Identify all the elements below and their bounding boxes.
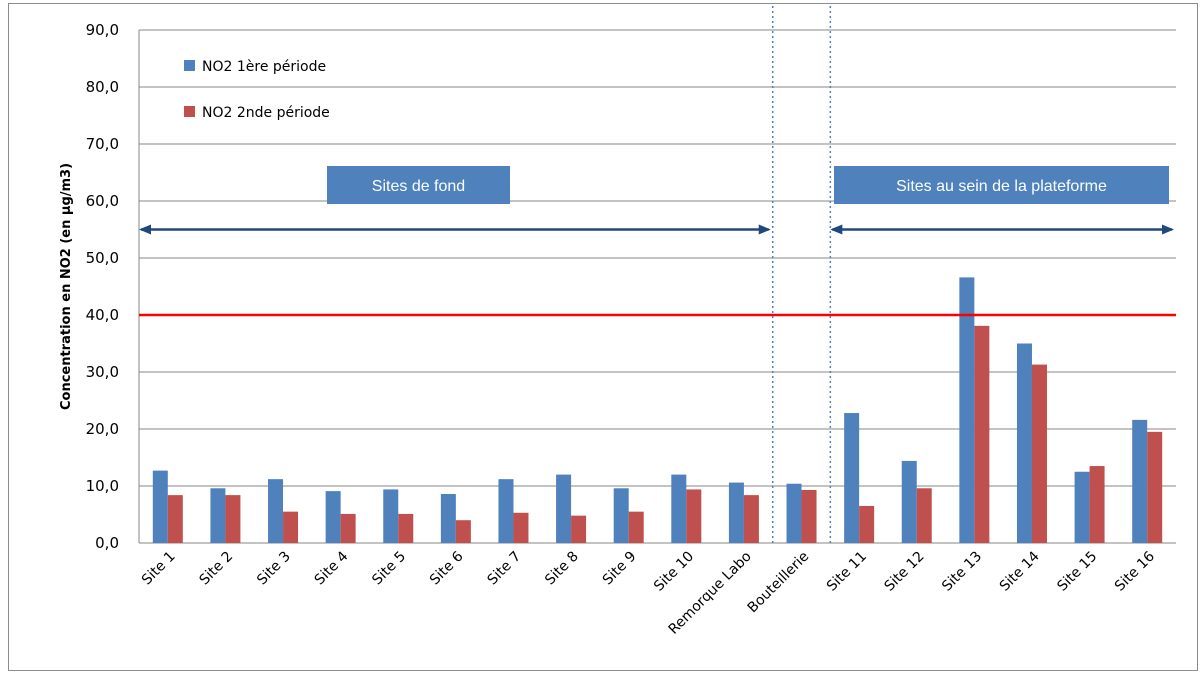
y-tick-label: 0,0 xyxy=(95,534,119,552)
annotation-box xyxy=(834,166,1169,204)
y-tick-label: 90,0 xyxy=(86,21,119,39)
bar-periode-1 xyxy=(1074,471,1090,543)
bar-periode-2 xyxy=(1031,364,1047,543)
y-axis-title: Concentration en NO2 (en µg/m3) xyxy=(59,163,74,410)
legend-label: NO2 1ère période xyxy=(202,59,326,75)
y-tick-label: 10,0 xyxy=(86,477,119,495)
x-tick-label: Site 7 xyxy=(485,549,525,589)
annotation-label: Sites au sein de la plateforme xyxy=(896,178,1107,195)
bar-periode-1 xyxy=(498,479,514,543)
y-tick-label: 50,0 xyxy=(86,249,119,267)
bar-periode-1 xyxy=(786,483,802,543)
bar-periode-1 xyxy=(325,491,341,543)
legend-swatch xyxy=(184,106,195,117)
x-tick-label: Bouteillerie xyxy=(745,549,813,617)
bar-periode-2 xyxy=(571,515,587,543)
bar-periode-1 xyxy=(383,489,399,543)
legend-swatch xyxy=(184,60,195,71)
chart-frame xyxy=(8,3,1198,671)
bar-periode-1 xyxy=(844,413,860,543)
bar-periode-2 xyxy=(398,513,414,543)
y-tick-label: 60,0 xyxy=(86,192,119,210)
bar-periode-2 xyxy=(743,495,759,543)
bar-periode-1 xyxy=(152,470,168,543)
bar-periode-1 xyxy=(268,479,284,543)
bar-periode-1 xyxy=(1132,419,1148,543)
bar-periode-2 xyxy=(859,505,875,543)
x-tick-label: Site 11 xyxy=(824,549,870,595)
annotation-label: Sites de fond xyxy=(372,178,465,195)
bar-periode-2 xyxy=(916,488,932,543)
bar-periode-1 xyxy=(901,460,917,543)
x-tick-label: Site 5 xyxy=(369,549,409,589)
x-tick-label: Site 15 xyxy=(1054,549,1100,595)
annotation-box xyxy=(327,166,510,204)
y-tick-label: 30,0 xyxy=(86,363,119,381)
bar-periode-2 xyxy=(513,512,529,543)
bar-periode-1 xyxy=(959,277,975,543)
x-tick-label: Site 1 xyxy=(139,549,179,589)
x-tick-label: Site 16 xyxy=(1112,548,1158,594)
bar-periode-1 xyxy=(613,488,629,543)
x-tick-label: Site 9 xyxy=(600,549,640,589)
bar-periode-2 xyxy=(801,489,817,543)
x-tick-label: Site 8 xyxy=(542,549,582,589)
bar-periode-2 xyxy=(283,511,299,543)
bar-periode-2 xyxy=(1089,466,1105,543)
bar-periode-1 xyxy=(440,493,456,543)
legend-label: NO2 2nde période xyxy=(202,105,330,121)
y-tick-label: 40,0 xyxy=(86,306,119,324)
x-tick-label: Site 14 xyxy=(997,548,1043,594)
x-tick-label: Site 13 xyxy=(939,549,985,595)
bar-periode-2 xyxy=(455,520,471,543)
y-tick-label: 20,0 xyxy=(86,420,119,438)
bar-periode-2 xyxy=(1147,431,1163,543)
bar-periode-2 xyxy=(340,513,356,543)
bar-periode-1 xyxy=(1016,343,1032,543)
x-tick-label: Site 6 xyxy=(427,548,467,588)
y-tick-label: 80,0 xyxy=(86,78,119,96)
x-tick-label: Site 3 xyxy=(254,549,294,589)
bar-periode-1 xyxy=(210,488,226,543)
bar-periode-1 xyxy=(728,482,744,543)
bar-periode-2 xyxy=(628,511,644,543)
bar-periode-2 xyxy=(686,489,702,543)
x-tick-label: Site 2 xyxy=(196,549,236,589)
bar-periode-2 xyxy=(167,495,183,543)
y-tick-label: 70,0 xyxy=(86,135,119,153)
x-tick-label: Site 10 xyxy=(651,549,697,595)
x-tick-label: Site 12 xyxy=(882,549,928,595)
bar-periode-2 xyxy=(974,325,990,543)
bar-periode-2 xyxy=(225,495,241,543)
x-tick-label: Site 4 xyxy=(312,548,352,588)
bar-periode-1 xyxy=(671,474,687,543)
bar-periode-1 xyxy=(556,474,572,543)
